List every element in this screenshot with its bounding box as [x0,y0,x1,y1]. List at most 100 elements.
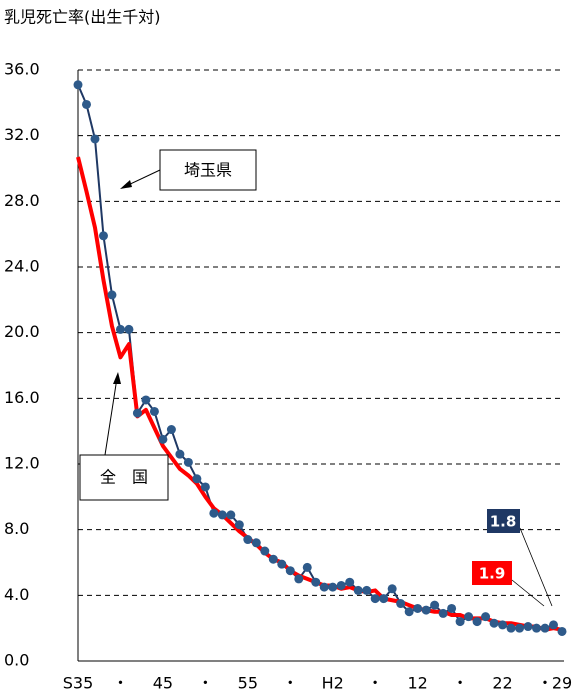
arrow [104,377,118,456]
marker [209,508,219,518]
marker [251,538,261,548]
y-tick-label: 20.0 [4,322,40,341]
marker [353,585,363,595]
x-tick-label: ・ [537,674,553,693]
y-tick-label: 24.0 [4,257,40,276]
marker [506,623,516,633]
marker [438,608,448,618]
x-tick-label: ・ [112,674,128,693]
marker [158,434,168,444]
marker [523,622,533,632]
marker [141,395,151,405]
marker [217,510,227,520]
marker [81,99,91,109]
marker [447,603,457,613]
marker [200,482,210,492]
marker [234,520,244,530]
marker [226,510,236,520]
value-label-box [487,509,520,533]
marker [294,574,304,584]
y-tick-label: 28.0 [4,191,40,210]
marker [549,620,559,630]
marker [498,620,508,630]
x-tick-label: ・ [452,674,468,693]
marker [430,600,440,610]
x-tick-label: 29 [552,674,572,693]
marker [328,582,338,592]
marker [464,612,474,622]
marker [370,594,380,604]
marker [387,584,397,594]
marker [73,80,83,90]
marker [413,603,423,613]
marker [336,580,346,590]
x-tick-label: ・ [282,674,298,693]
marker [319,582,329,592]
marker [489,618,499,628]
marker [277,559,287,569]
marker [192,474,202,484]
x-tick-label: H2 [322,674,344,693]
marker [107,290,117,300]
marker [132,408,142,418]
x-tick-label: S35 [63,674,94,693]
marker [379,594,389,604]
series-label: 埼玉県 [184,161,232,180]
marker [98,231,108,241]
marker [362,585,372,595]
marker [557,626,567,636]
y-tick-label: 8.0 [4,519,29,538]
y-tick-label: 36.0 [4,60,40,79]
y-tick-label: 32.0 [4,125,40,144]
lines [76,84,563,633]
marker [166,425,176,435]
marker [421,605,431,615]
marker [532,623,542,633]
marker [472,617,482,627]
x-tick-label: 45 [153,674,173,693]
markers [73,80,567,636]
x-tick-label: ・ [367,674,383,693]
y-tick-label: 12.0 [4,454,40,473]
y-axis-label: 乳児死亡率(出生千対) [4,8,161,27]
marker [183,457,193,467]
marker [149,406,159,416]
marker [345,577,355,587]
value-label-box [472,561,512,585]
value-label: 1.8 [490,513,517,531]
y-tick-label: 0.0 [4,651,29,670]
x-tick-label: ・ [197,674,213,693]
x-tick-label: 22 [492,674,512,693]
label-box [79,454,169,501]
marker [481,612,491,622]
marker [124,324,134,334]
series-line [77,84,563,633]
arrowhead [113,372,121,384]
annotations: 埼玉県 全 国 1.8 1.9 [79,149,553,607]
callout-line [519,527,553,607]
marker [268,554,278,564]
marker [115,324,125,334]
marker [175,449,185,459]
x-tick-label: 55 [238,674,258,693]
y-tick-label: 16.0 [4,388,40,407]
marker [515,623,525,633]
marker [311,577,321,587]
y-tick-label: 4.0 [4,585,29,604]
marker [455,617,465,627]
callout-line [511,579,545,607]
series-line [76,156,563,632]
x-tick-label: 12 [407,674,427,693]
marker [540,623,550,633]
marker [404,607,414,617]
marker [302,562,312,572]
arrowhead [120,180,132,189]
marker [285,566,295,576]
value-label: 1.9 [479,565,506,583]
series-label: 全 国 [100,468,148,487]
x-labels: S35 ・ 45 ・ 55 ・ H2 ・ 12 ・ 22 ・29 [63,674,572,693]
marker [396,599,406,609]
marker [90,134,100,144]
marker [243,535,253,545]
